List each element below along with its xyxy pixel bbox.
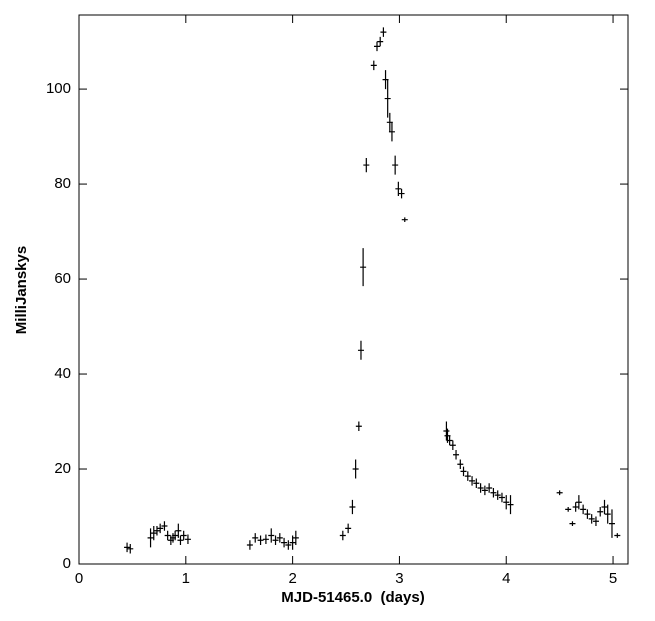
data-point [172, 530, 179, 541]
data-point [355, 421, 362, 432]
data-point [614, 533, 621, 538]
data-point [575, 495, 582, 510]
data-point [357, 340, 364, 360]
y-tick-label: 40 [54, 365, 71, 382]
data-point [272, 535, 279, 546]
x-tick-label: 3 [395, 570, 403, 587]
data-point [572, 502, 579, 512]
data-point [289, 535, 296, 550]
data-point [124, 542, 131, 553]
data-point [481, 485, 488, 496]
data-point [446, 435, 453, 446]
data-point [184, 534, 191, 545]
data-point [565, 507, 572, 512]
data-point [392, 155, 399, 175]
data-point [604, 504, 611, 524]
data-point [153, 526, 160, 536]
data-point [161, 521, 168, 531]
data-point [584, 509, 591, 519]
data-point [252, 533, 259, 543]
data-point [276, 533, 283, 543]
x-axis-label: MJD-51465.0 (days) [281, 589, 424, 606]
data-point [457, 459, 464, 470]
data-point [477, 483, 484, 493]
data-point [285, 540, 292, 550]
data-point [360, 248, 367, 287]
x-tick-label: 5 [609, 570, 617, 587]
data-point [370, 60, 377, 71]
data-point [150, 526, 157, 541]
data-point [352, 459, 359, 479]
data-point [503, 495, 510, 510]
data-point [262, 534, 269, 545]
data-point [601, 499, 608, 515]
data-point [490, 488, 497, 498]
data-point [453, 450, 460, 460]
y-axis-label: MilliJanskys [13, 246, 30, 334]
data-point [177, 535, 184, 546]
data-point [388, 122, 395, 142]
data-point [157, 523, 164, 534]
y-tick-label: 60 [54, 270, 71, 287]
data-point [339, 530, 346, 541]
data-point [377, 36, 384, 47]
data-point [268, 528, 275, 543]
data-point [469, 476, 476, 486]
data-point [398, 188, 405, 199]
data-point [384, 79, 391, 118]
data-point [292, 530, 299, 546]
x-tick-label: 0 [75, 570, 83, 587]
data-point [473, 478, 480, 489]
data-point [486, 483, 493, 493]
y-tick-label: 80 [54, 175, 71, 192]
y-tick-label: 0 [63, 555, 71, 572]
y-tick-label: 20 [54, 460, 71, 477]
data-point [127, 544, 134, 554]
data-point [373, 41, 380, 52]
data-point [597, 507, 604, 517]
data-point [363, 157, 370, 173]
data-point [395, 181, 402, 196]
data-point [608, 509, 615, 538]
data-point [569, 521, 576, 527]
data-point [449, 440, 456, 451]
data-point [592, 516, 599, 527]
data-point [147, 528, 154, 548]
data-point [498, 492, 505, 503]
x-tick-label: 2 [288, 570, 296, 587]
data-point [588, 514, 595, 524]
data-point [401, 217, 408, 223]
data-point [494, 490, 501, 500]
data-point [281, 537, 288, 548]
data-point [386, 112, 393, 132]
data-point [164, 530, 171, 541]
data-point [349, 499, 356, 515]
plot-frame [78, 14, 629, 565]
data-point [180, 530, 187, 541]
data-point [507, 495, 514, 515]
y-tick-label: 100 [46, 80, 71, 97]
data-point [556, 490, 563, 496]
data-point [246, 540, 253, 550]
data-point [464, 471, 471, 481]
x-tick-label: 1 [182, 570, 190, 587]
data-point [382, 70, 389, 90]
x-tick-label: 4 [502, 570, 510, 587]
data-point [443, 421, 450, 441]
data-point [580, 504, 587, 515]
data-point [175, 523, 182, 538]
data-point [380, 27, 387, 37]
data-point [257, 535, 264, 546]
data-point [345, 523, 352, 534]
data-point [460, 466, 467, 477]
